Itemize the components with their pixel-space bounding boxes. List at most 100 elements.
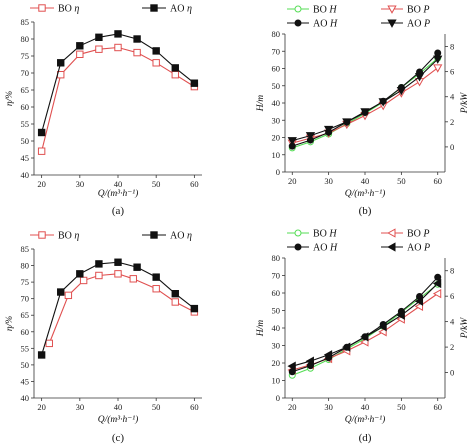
x-tick-label: 20 bbox=[288, 176, 297, 186]
data-point bbox=[305, 356, 314, 366]
y-tick-label: 40 bbox=[272, 98, 281, 108]
series-line bbox=[41, 46, 195, 152]
series-bo-η bbox=[37, 43, 199, 155]
x-axis-label: Q/(m³·h⁻¹) bbox=[345, 188, 386, 199]
data-point bbox=[414, 296, 424, 306]
legend-label: BO P bbox=[407, 5, 430, 16]
data-point bbox=[114, 30, 122, 38]
y-tick-label: 55 bbox=[21, 343, 30, 353]
y-tick-label: 50 bbox=[21, 360, 30, 370]
data-point bbox=[79, 276, 88, 285]
data-point bbox=[95, 260, 103, 268]
y-axis-right-label: P/kW bbox=[460, 92, 470, 115]
legend: BO H BO PAO H AO P bbox=[287, 228, 430, 254]
legend-label-main: AO bbox=[407, 243, 424, 254]
x-tick-label: 60 bbox=[190, 179, 199, 189]
x-tick-label: 20 bbox=[37, 402, 46, 412]
y-axis-label: H/m bbox=[256, 320, 266, 338]
x-tick-label: 50 bbox=[397, 402, 406, 412]
y-axis-label: H/m bbox=[256, 95, 266, 113]
legend-label: AO H bbox=[313, 243, 338, 254]
data-point bbox=[133, 263, 141, 271]
y-right-tick-label: 8 bbox=[450, 42, 454, 52]
data-point bbox=[152, 59, 160, 67]
legend-label: AO P bbox=[407, 19, 430, 30]
series-ao-p bbox=[287, 55, 443, 146]
data-point bbox=[76, 42, 84, 50]
x-tick-label: 60 bbox=[190, 402, 199, 412]
x-tick-label: 30 bbox=[76, 179, 85, 189]
series-line bbox=[292, 276, 439, 373]
y-tick-label: 75 bbox=[21, 277, 30, 287]
y-tick-label: 40 bbox=[272, 323, 281, 333]
y-right-tick-label: 0 bbox=[450, 368, 454, 378]
x-axis-label: Q/(m³·h⁻¹) bbox=[98, 414, 139, 425]
y-axis-label: η/% bbox=[5, 316, 15, 331]
legend-marker bbox=[387, 228, 396, 238]
panel-caption: (a) bbox=[112, 205, 125, 217]
legend-label-main: AO bbox=[407, 19, 424, 30]
data-point bbox=[433, 55, 443, 64]
series-line bbox=[292, 283, 439, 367]
data-point bbox=[305, 132, 316, 141]
legend-label-symbol: H bbox=[329, 243, 338, 254]
y-tick-label: 80 bbox=[21, 261, 30, 271]
legend: BO η AO η bbox=[30, 4, 192, 15]
x-tick-label: 20 bbox=[37, 179, 46, 189]
legend-label-symbol: H bbox=[328, 5, 337, 16]
data-point bbox=[171, 298, 179, 306]
y-right-tick-label: 4 bbox=[450, 92, 455, 102]
y-tick-label: 60 bbox=[272, 64, 281, 74]
legend-label: BO H bbox=[313, 229, 337, 240]
chart-panel-b: 20 30 40 50 60 0 10 20 30 40 50 60 70 80 0 2 4 6 8 Q/(m³·h⁻… bbox=[256, 5, 470, 218]
y-tick-label: 10 bbox=[272, 150, 281, 160]
data-point bbox=[360, 108, 370, 117]
data-point bbox=[190, 79, 199, 87]
data-point bbox=[152, 285, 160, 293]
y-tick-label: 40 bbox=[21, 170, 30, 180]
legend-marker bbox=[294, 243, 302, 251]
x-tick-label: 40 bbox=[361, 176, 370, 186]
y-tick-label: 45 bbox=[21, 376, 30, 386]
y-tick-label: 50 bbox=[272, 306, 281, 316]
y-tick-label: 30 bbox=[272, 341, 281, 351]
y-tick-label: 60 bbox=[21, 102, 30, 112]
y-right-tick-label: 2 bbox=[450, 117, 454, 127]
data-point bbox=[57, 59, 65, 67]
data-point bbox=[432, 288, 442, 299]
data-point bbox=[171, 71, 179, 79]
legend-label-symbol: P bbox=[423, 243, 430, 254]
y-axis-right-label: P/kW bbox=[460, 317, 470, 340]
data-point bbox=[378, 98, 388, 107]
series-line bbox=[48, 273, 195, 344]
legend-label-symbol: η bbox=[74, 4, 79, 15]
data-point bbox=[414, 73, 425, 82]
x-tick-label: 40 bbox=[114, 402, 123, 412]
legend-label-main: BO bbox=[313, 5, 329, 16]
legend-label-symbol: P bbox=[422, 229, 429, 240]
legend-marker bbox=[150, 4, 158, 12]
data-point bbox=[76, 270, 84, 278]
data-point bbox=[434, 273, 442, 281]
data-point bbox=[114, 258, 122, 266]
x-tick-label: 50 bbox=[397, 176, 406, 186]
x-tick-label: 40 bbox=[361, 402, 370, 412]
series-ao-η bbox=[37, 30, 199, 137]
legend-label: BO η bbox=[58, 231, 79, 242]
y-tick-label: 60 bbox=[272, 288, 281, 298]
data-point bbox=[323, 350, 333, 360]
legend-label-main: BO bbox=[58, 4, 74, 15]
data-point bbox=[190, 304, 199, 313]
legend-label: BO η bbox=[58, 4, 79, 15]
legend-label: BO H bbox=[313, 5, 337, 16]
data-point bbox=[341, 342, 351, 352]
y-tick-label: 70 bbox=[272, 46, 281, 56]
y-tick-label: 70 bbox=[21, 68, 30, 78]
data-point bbox=[378, 322, 387, 332]
data-point bbox=[360, 332, 369, 342]
data-point bbox=[95, 45, 103, 53]
legend-marker bbox=[387, 242, 396, 252]
y-tick-label: 20 bbox=[272, 358, 281, 368]
x-tick-label: 50 bbox=[152, 402, 161, 412]
y-tick-label: 80 bbox=[21, 34, 30, 44]
